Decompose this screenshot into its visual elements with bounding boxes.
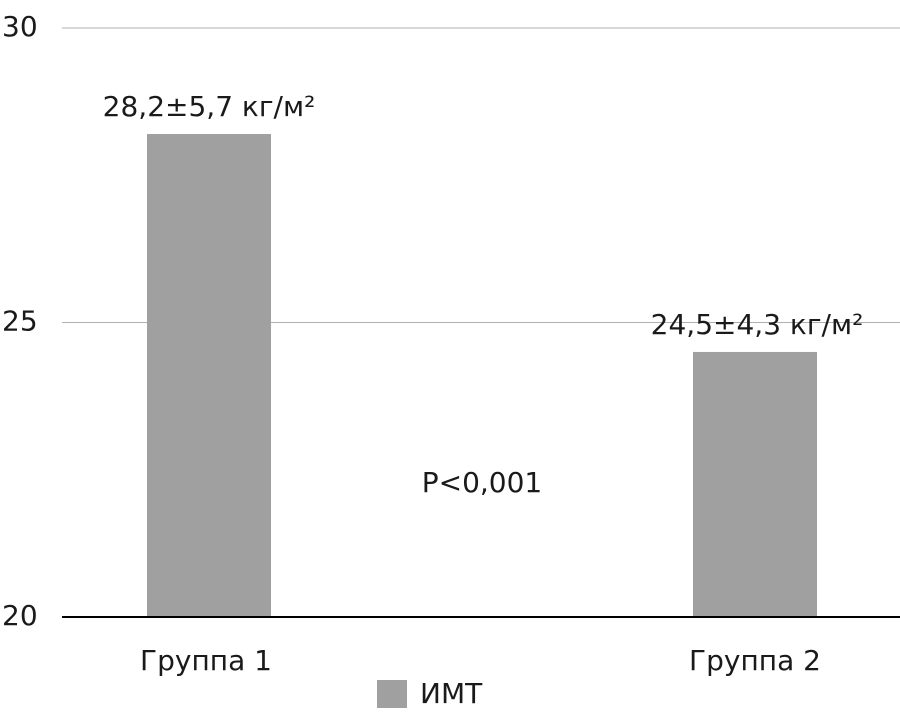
value-label: 24,5±4,3 кг/м² <box>651 308 864 341</box>
x-tick-label: Группа 1 <box>140 644 272 677</box>
legend-swatch <box>377 680 407 708</box>
x-tick-label: Группа 2 <box>689 644 821 677</box>
value-label: 28,2±5,7 кг/м² <box>103 90 316 123</box>
bar <box>147 134 271 617</box>
bar <box>693 351 817 617</box>
legend-label: ИМТ <box>420 677 483 710</box>
y-tick-label: 30 <box>2 10 38 43</box>
y-tick-label: 25 <box>2 305 38 338</box>
annotation: P<0,001 <box>422 466 543 499</box>
y-tick-label: 20 <box>2 599 38 632</box>
